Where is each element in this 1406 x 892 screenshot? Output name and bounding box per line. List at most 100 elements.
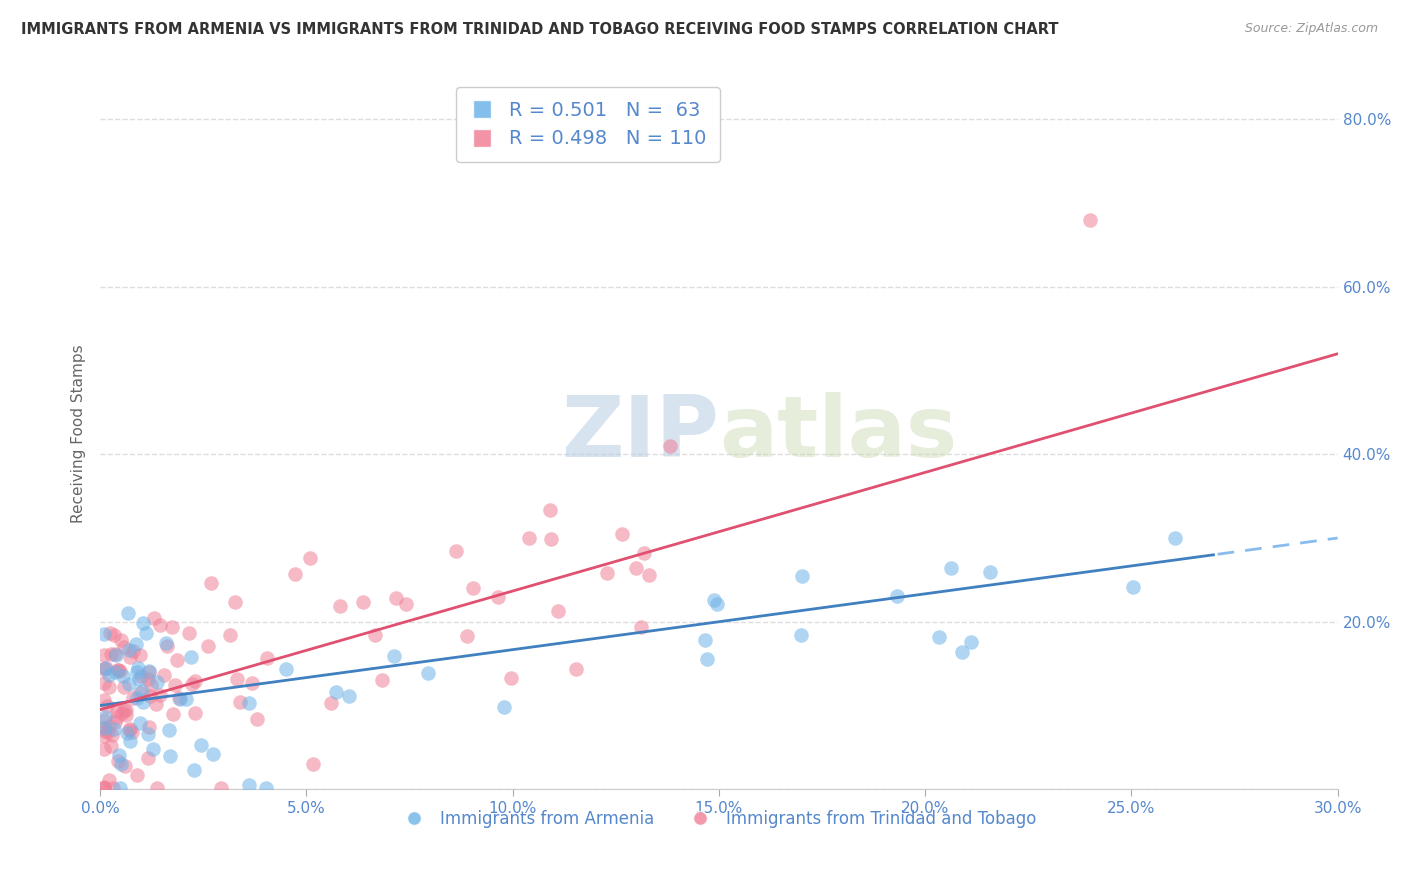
- Point: [149, 688, 172, 702]
- Point: [118, 723, 141, 737]
- Point: [146, 674, 169, 689]
- Point: [110, 756, 132, 771]
- Point: [238, 778, 260, 792]
- Point: [630, 620, 652, 634]
- Point: [166, 653, 188, 667]
- Point: [94, 660, 117, 674]
- Point: [337, 690, 360, 704]
- Point: [183, 674, 205, 689]
- Point: [371, 673, 394, 688]
- Point: [382, 648, 405, 663]
- Point: [218, 628, 240, 642]
- Point: [93, 741, 115, 756]
- Point: [146, 781, 169, 796]
- Point: [93, 781, 115, 796]
- Point: [238, 696, 260, 710]
- Point: [139, 678, 162, 692]
- Point: [321, 696, 343, 710]
- Point: [107, 663, 129, 677]
- Point: [364, 628, 387, 642]
- Point: [696, 652, 718, 666]
- Point: [93, 729, 115, 743]
- Point: [117, 607, 139, 621]
- Point: [329, 599, 352, 613]
- Point: [501, 671, 523, 685]
- Point: [706, 598, 728, 612]
- Point: [104, 714, 127, 729]
- Point: [596, 566, 619, 581]
- Point: [240, 676, 263, 690]
- Point: [702, 593, 724, 607]
- Point: [96, 661, 118, 675]
- Point: [156, 639, 179, 653]
- Point: [115, 707, 138, 722]
- Point: [122, 644, 145, 658]
- Point: [197, 640, 219, 654]
- Point: [136, 751, 159, 765]
- Point: [125, 637, 148, 651]
- Point: [633, 546, 655, 560]
- Point: [104, 665, 127, 680]
- Point: [93, 627, 115, 641]
- Point: [107, 754, 129, 768]
- Point: [103, 628, 125, 642]
- Point: [157, 723, 180, 738]
- Point: [98, 626, 121, 640]
- Point: [138, 664, 160, 678]
- Point: [97, 773, 120, 788]
- Point: [159, 748, 181, 763]
- Point: [256, 651, 278, 665]
- Point: [114, 759, 136, 773]
- Point: [1078, 212, 1101, 227]
- Point: [163, 678, 186, 692]
- Point: [118, 734, 141, 748]
- Point: [183, 763, 205, 777]
- Point: [135, 626, 157, 640]
- Point: [959, 635, 981, 649]
- Point: [112, 703, 135, 717]
- Point: [98, 668, 121, 682]
- Point: [127, 690, 149, 705]
- Point: [129, 648, 152, 663]
- Point: [162, 707, 184, 722]
- Point: [110, 633, 132, 648]
- Point: [229, 695, 252, 709]
- Point: [118, 677, 141, 691]
- Point: [107, 663, 129, 677]
- Point: [177, 626, 200, 640]
- Point: [107, 704, 129, 718]
- Point: [180, 677, 202, 691]
- Text: atlas: atlas: [718, 392, 957, 475]
- Point: [979, 566, 1001, 580]
- Point: [93, 693, 115, 707]
- Point: [385, 591, 408, 605]
- Point: [94, 724, 117, 739]
- Point: [127, 768, 149, 782]
- Point: [461, 582, 484, 596]
- Point: [160, 620, 183, 634]
- Point: [169, 690, 191, 705]
- Point: [624, 560, 647, 574]
- Point: [93, 662, 115, 676]
- Point: [145, 697, 167, 711]
- Point: [153, 668, 176, 682]
- Point: [100, 728, 122, 742]
- Point: [138, 720, 160, 734]
- Point: [118, 649, 141, 664]
- Point: [136, 727, 159, 741]
- Point: [93, 721, 115, 735]
- Point: [143, 611, 166, 625]
- Point: [105, 710, 128, 724]
- Point: [659, 439, 682, 453]
- Point: [695, 632, 717, 647]
- Point: [127, 665, 149, 679]
- Point: [201, 747, 224, 761]
- Point: [97, 724, 120, 739]
- Point: [104, 648, 127, 662]
- Point: [100, 647, 122, 661]
- Point: [1122, 580, 1144, 594]
- Point: [446, 544, 468, 558]
- Point: [93, 675, 115, 690]
- Point: [114, 702, 136, 716]
- Point: [492, 699, 515, 714]
